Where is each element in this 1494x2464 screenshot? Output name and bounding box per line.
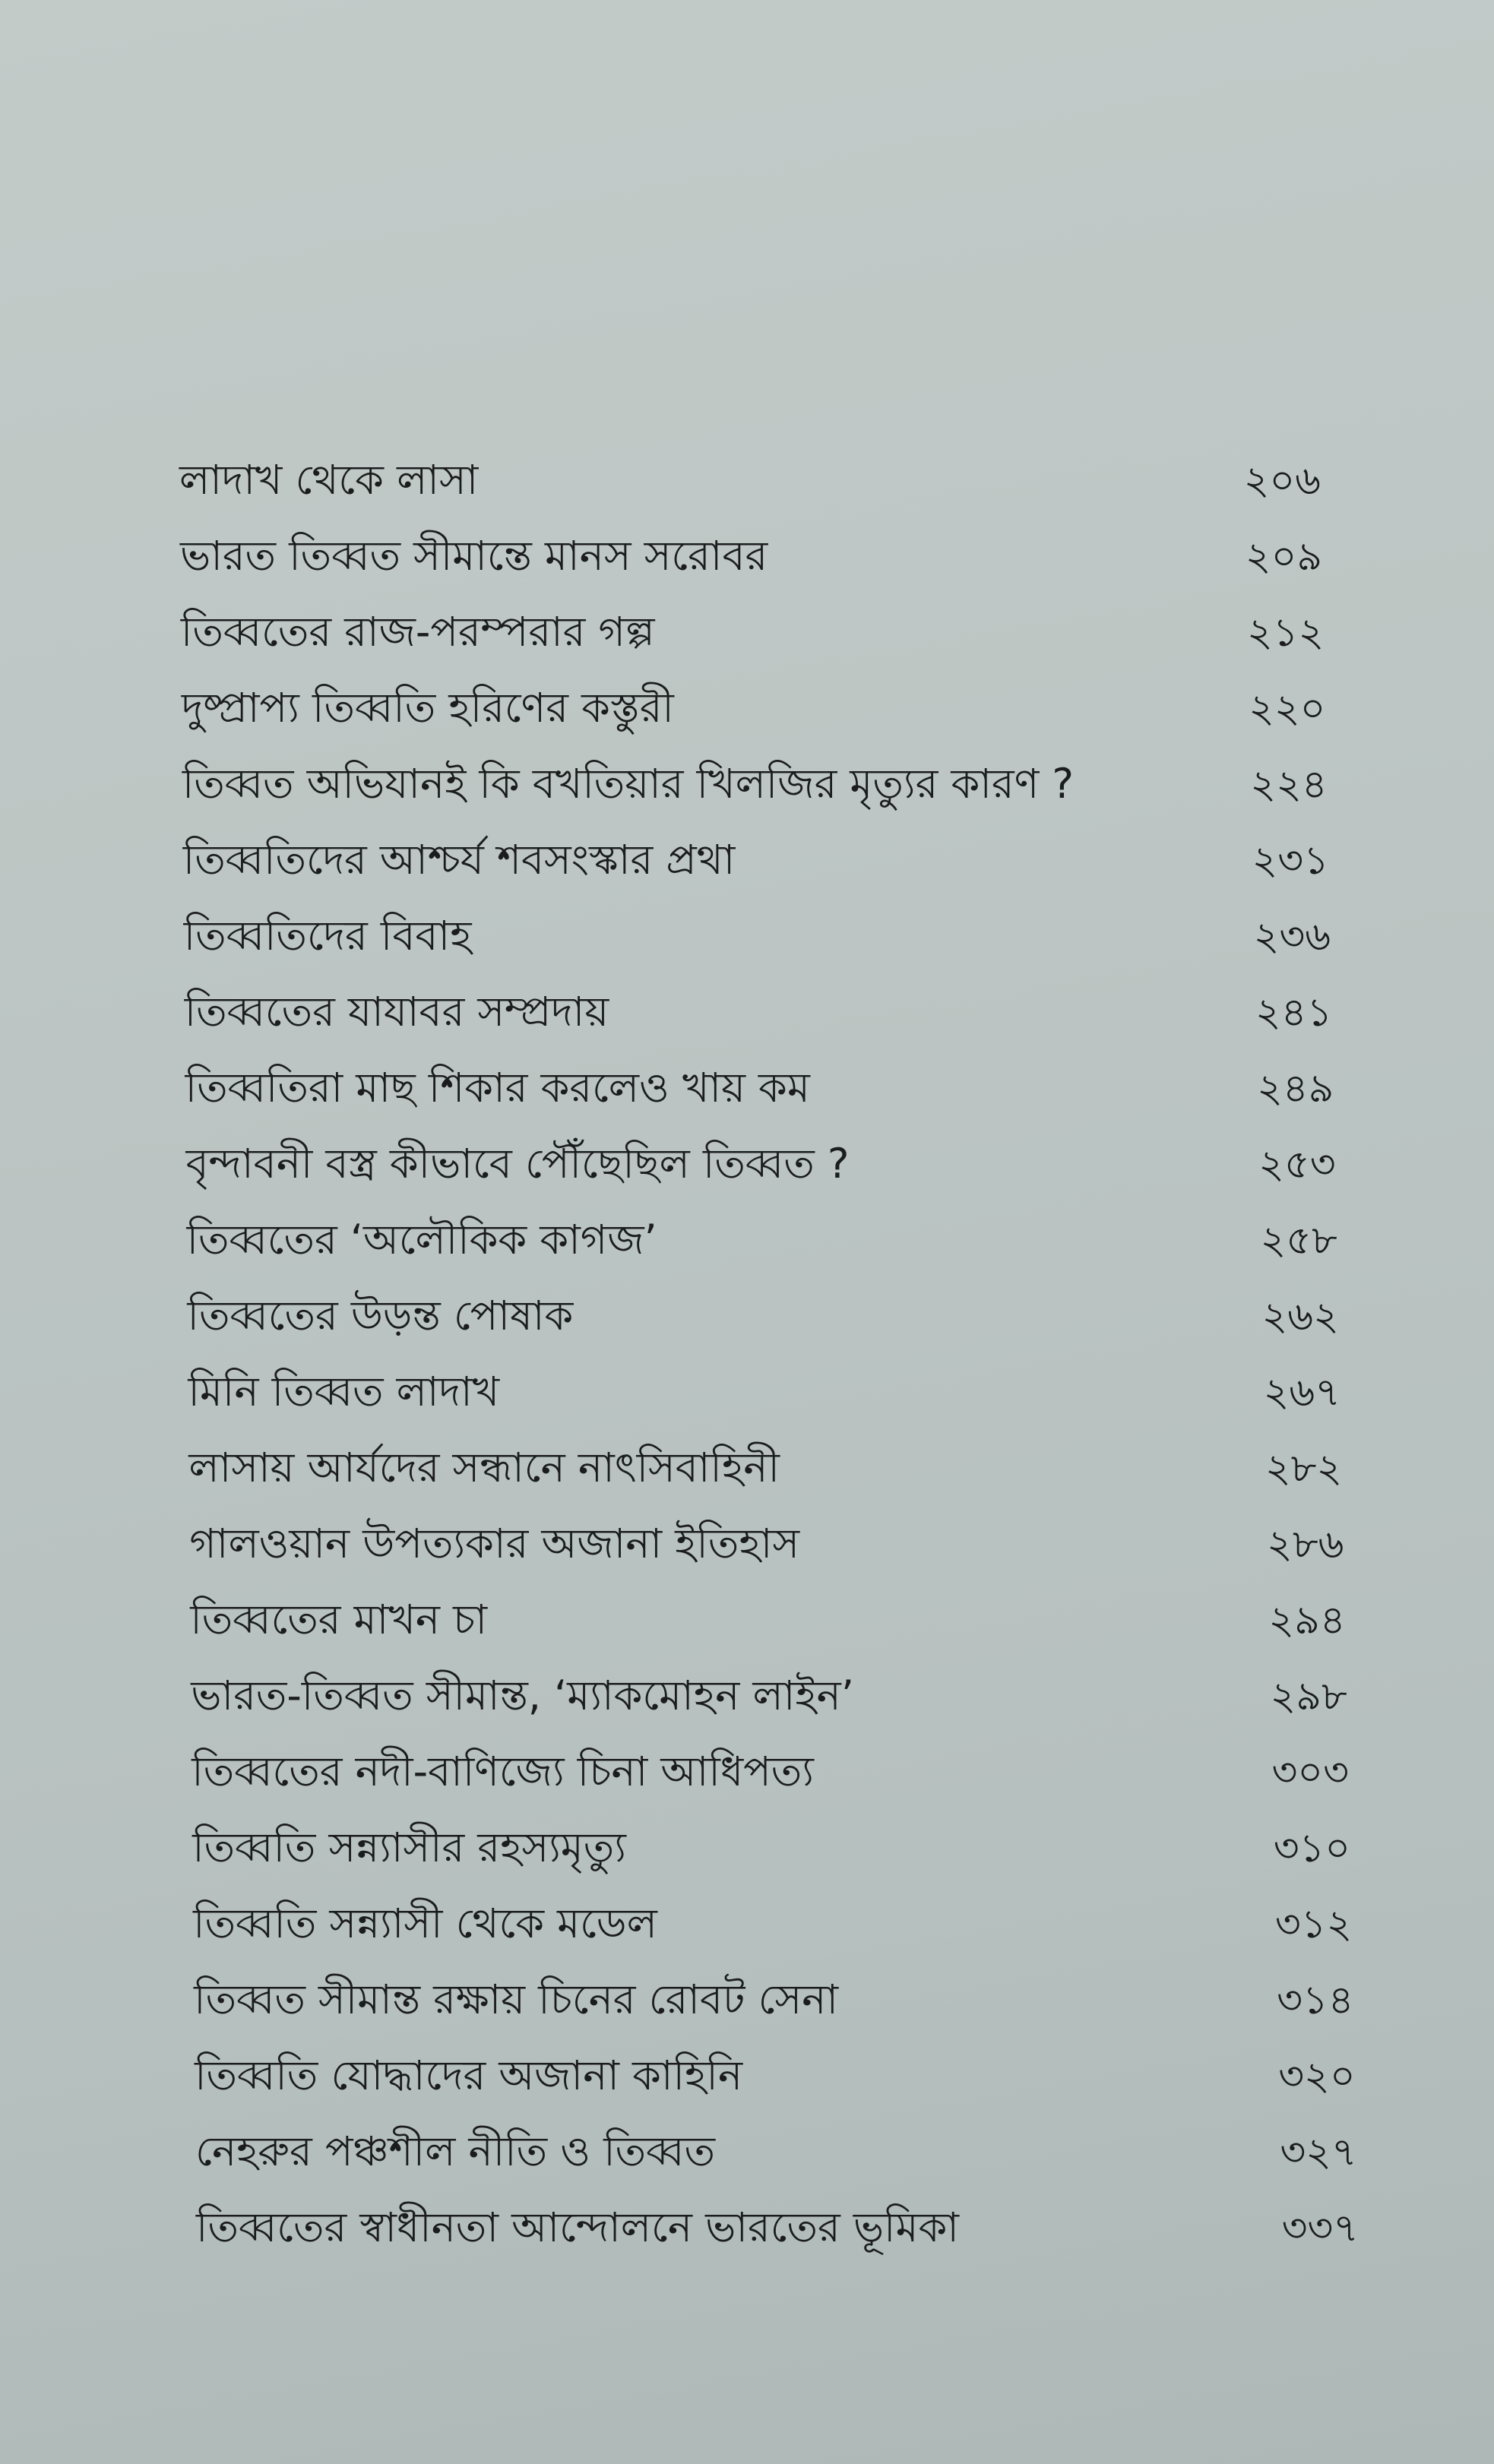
toc-entry: গালওয়ান উপত্যকার অজানা ইতিহাস ২৮৬ (189, 1512, 1344, 1580)
toc-entry-title: তিব্বত সীমান্ত রক্ষায় চিনের রোবট সেনা (194, 1975, 839, 2023)
toc-entry: তিব্বতের মাখন চা ২৯৪ (190, 1588, 1345, 1656)
toc-entry-title: তিব্বতি সন্ন্যাসীর রহস্যমৃত্যু (192, 1823, 626, 1871)
toc-entry-page-number: ২৫৩ (1258, 1141, 1336, 1188)
toc-entry-title: তিব্বত অভিযানই কি বখতিয়ার খিলজির মৃত্যু… (182, 760, 1075, 808)
toc-entry-page-number: ৩২০ (1278, 2053, 1356, 2099)
toc-entry-page-number: ৩০৩ (1271, 1749, 1349, 1795)
toc-entry: তিব্বতের যাযাবর সম্প্রদায় ২৪১ (185, 980, 1333, 1049)
toc-entry-page-number: ২২৪ (1250, 761, 1328, 808)
toc-entry-title: তিব্বতের মাখন চা (190, 1596, 487, 1643)
toc-entry-title: তিব্বতের স্বাধীনতা আন্দোলনে ভারতের ভূমিক… (196, 2203, 959, 2251)
toc-entry: ভারত তিব্বত সীমান্তে মানস সরোবর ২০৯ (180, 524, 1322, 593)
toc-entry-title: ভারত তিব্বত সীমান্তে মানস সরোবর (179, 532, 768, 580)
toc-entry-page-number: ২৮৬ (1267, 1521, 1344, 1567)
toc-entry: তিব্বতের স্বাধীনতা আন্দোলনে ভারতের ভূমিক… (196, 2196, 1359, 2264)
toc-entry: নেহরুর পঞ্চশীল নীতি ও তিব্বত ৩২৭ (195, 2120, 1357, 2188)
toc-entry-title: বৃন্দাবনী বস্ত্র কীভাবে পৌঁছেছিল তিব্বত … (185, 1140, 850, 1188)
toc-entry: তিব্বতি যোদ্ধাদের অজানা কাহিনি ৩২০ (195, 2044, 1356, 2112)
toc-entry-page-number: ২৬৭ (1263, 1369, 1341, 1415)
toc-entry: ভারত-তিব্বত সীমান্ত, ‘ম্যাকমোহন লাইন’ ২৯৮ (191, 1664, 1347, 1732)
toc-entry: মিনি তিব্বত লাদাখ ২৬৭ (188, 1360, 1340, 1428)
toc-entry-title: তিব্বতি সন্ন্যাসী থেকে মডেল (193, 1899, 657, 1947)
toc-entry-title: তিব্বতের নদী-বাণিজ্যে চিনা আধিপত্য (191, 1748, 814, 1795)
toc-entry-page-number: ২৩১ (1252, 837, 1329, 884)
toc-entry-title: তিব্বতের ‘অলৌকিক কাগজ’ (186, 1216, 657, 1264)
toc-entry-title: তিব্বতের যাযাবর সম্প্রদায় (184, 988, 609, 1036)
toc-entry: লাসায় আর্যদের সন্ধানে নাৎসিবাহিনী ২৮২ (188, 1436, 1342, 1504)
toc-entry-title: তিব্বতি যোদ্ধাদের অজানা কাহিনি (195, 2051, 743, 2099)
toc-entry-title: লাদাখ থেকে লাসা (179, 456, 479, 504)
toc-entry-page-number: ২৪৯ (1257, 1065, 1334, 1112)
toc-entry-title: গালওয়ান উপত্যকার অজানা ইতিহাস (189, 1520, 800, 1567)
toc-entry-title: তিব্বতিরা মাছ শিকার করলেও খায় কম (185, 1064, 810, 1112)
toc-entry-page-number: ৩১২ (1274, 1901, 1353, 1947)
toc-entry: তিব্বতের নদী-বাণিজ্যে চিনা আধিপত্য ৩০৩ (191, 1740, 1349, 1808)
toc-entry-page-number: ২৯৮ (1270, 1673, 1347, 1719)
toc-entry-page-number: ২৫৮ (1260, 1217, 1337, 1264)
toc-entry-title: মিনি তিব্বত লাদাখ (188, 1368, 500, 1415)
toc-entry: তিব্বত অভিযানই কি বখতিয়ার খিলজির মৃত্যু… (182, 752, 1328, 821)
toc-entry-page-number: ৩১৪ (1277, 1977, 1354, 2023)
toc-entry-page-number: ৩১০ (1273, 1825, 1351, 1871)
toc-entry-page-number: ৩২৭ (1280, 2129, 1357, 2175)
toc-entry: দুষ্প্রাপ্য তিব্বতি হরিণের কস্তুরী ২২০ (182, 676, 1326, 745)
toc-entry: তিব্বতি সন্ন্যাসী থেকে মডেল ৩১২ (193, 1892, 1352, 1960)
toc-entry-title: তিব্বতিদের আশ্চর্য শবসংস্কার প্রথা (182, 836, 736, 884)
toc-entry: তিব্বতের উড়ন্ত পোষাক ২৬২ (188, 1284, 1339, 1352)
toc-entry-page-number: ২৯৪ (1268, 1597, 1346, 1643)
toc-entry-page-number: ২৩৬ (1253, 913, 1331, 960)
toc-entry: তিব্বতিদের আশ্চর্য শবসংস্কার প্রথা ২৩১ (183, 828, 1329, 897)
toc-entry-title: নেহরুর পঞ্চশীল নীতি ও তিব্বত (195, 2127, 715, 2175)
toc-entry-page-number: ২১২ (1246, 609, 1325, 656)
toc-entry-title: তিব্বতের রাজ-পরম্পরার গল্প (180, 608, 655, 656)
toc-entry: তিব্বতের রাজ-পরম্পরার গল্প ২১২ (181, 600, 1324, 669)
toc-entry-page-number: ২৪১ (1255, 989, 1333, 1036)
toc-entry: তিব্বতিরা মাছ শিকার করলেও খায় কম ২৪৯ (185, 1056, 1334, 1124)
toc-entry: তিব্বতি সন্ন্যাসীর রহস্যমৃত্যু ৩১০ (192, 1816, 1350, 1884)
toc-entry-page-number: ২০৯ (1245, 533, 1323, 580)
toc-entry-title: দুষ্প্রাপ্য তিব্বতি হরিণের কস্তুরী (181, 684, 674, 732)
toc-entry-title: তিব্বতের উড়ন্ত পোষাক (187, 1292, 574, 1340)
toc-entry: তিব্বত সীমান্ত রক্ষায় চিনের রোবট সেনা ৩১… (194, 1968, 1353, 2036)
toc-entry-page-number: ২০৬ (1243, 457, 1321, 504)
toc-entry-title: ভারত-তিব্বত সীমান্ত, ‘ম্যাকমোহন লাইন’ (191, 1672, 854, 1719)
toc-entry: বৃন্দাবনী বস্ত্র কীভাবে পৌঁছেছিল তিব্বত … (186, 1132, 1336, 1200)
toc-entry: লাদাখ থেকে লাসা ২০৬ (179, 448, 1321, 517)
toc-entry: তিব্বতের ‘অলৌকিক কাগজ’ ২৫৮ (187, 1208, 1337, 1276)
toc-entry-page-number: ২৮২ (1265, 1445, 1343, 1491)
toc-entry-title: তিব্বতিদের বিবাহ (183, 912, 472, 960)
toc-entry-page-number: ২২০ (1249, 685, 1326, 732)
toc-entry-title: লাসায় আর্যদের সন্ধানে নাৎসিবাহিনী (188, 1444, 780, 1491)
toc-entry: তিব্বতিদের বিবাহ ২৩৬ (184, 904, 1331, 973)
toc-entry-page-number: ২৬২ (1261, 1293, 1339, 1340)
toc-entry-page-number: ৩৩৭ (1281, 2205, 1359, 2251)
